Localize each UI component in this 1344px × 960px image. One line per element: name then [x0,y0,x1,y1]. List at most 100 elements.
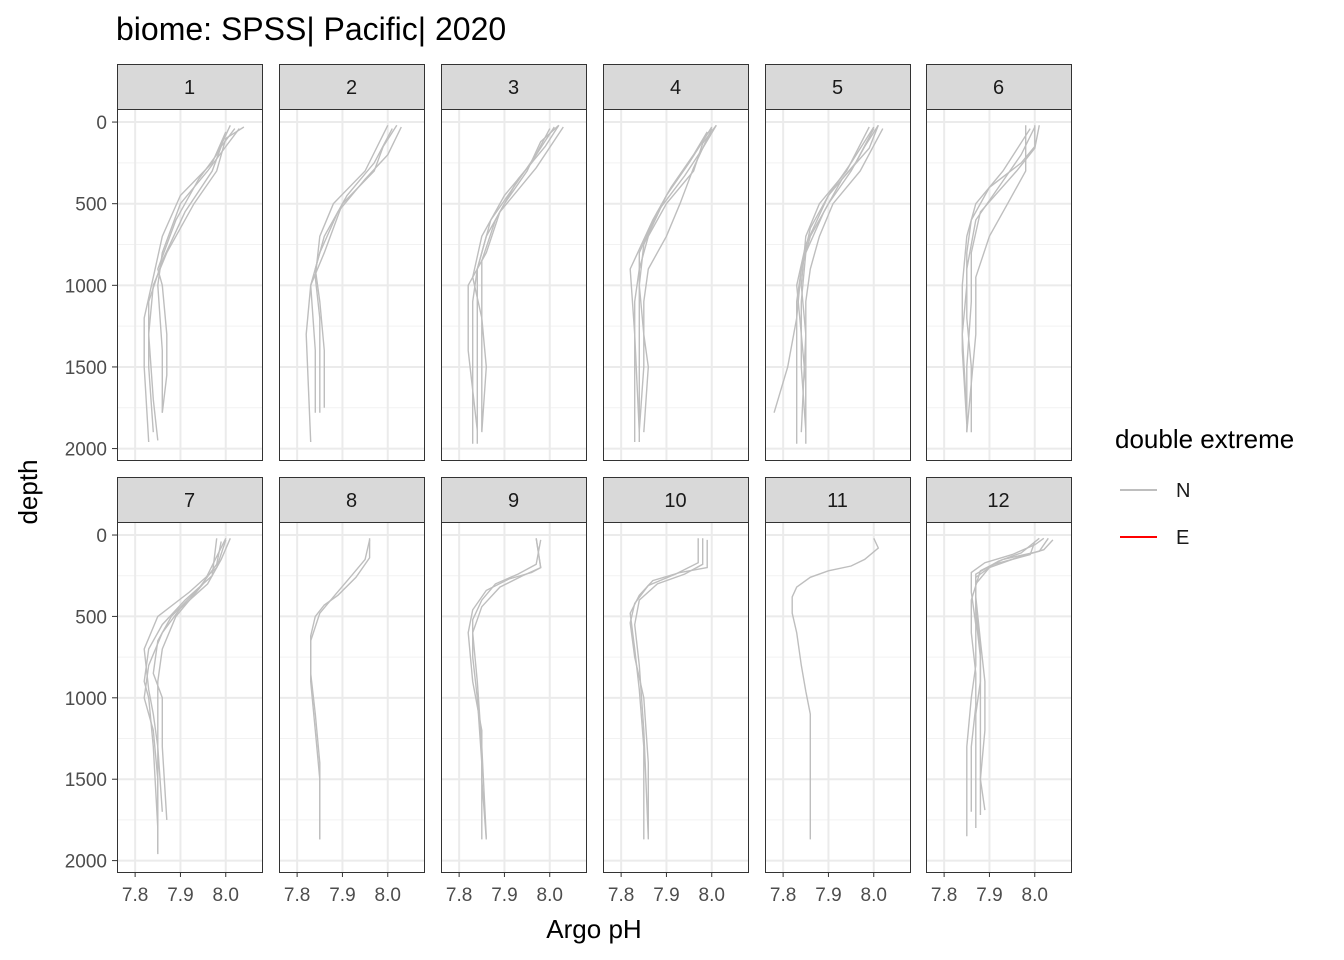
facet-strip [117,477,263,523]
facet-panel-11: 11 [765,477,911,873]
y-tick-label: 500 [75,607,107,628]
profile-line [305,124,398,443]
profile-line [638,124,717,442]
panel-border [926,109,1072,461]
profile-line [467,126,564,431]
x-tick-label: 8.0 [213,885,239,906]
panel-border [603,109,749,461]
profile-line [638,128,713,431]
y-axis: 0 500 1000 1500 2000 0 500 1000 1500 2000 [65,113,117,873]
panel-border [441,522,587,873]
facet-strip-label: 7 [184,490,195,512]
facet-strip [926,477,1072,523]
x-tick-label: 7.8 [122,885,148,906]
profile-line [152,541,222,820]
y-tick-label: 2000 [65,852,107,873]
profile-line [970,537,1049,812]
chart-title: biome: SPSS| Pacific| 2020 [116,11,506,47]
profile-line [638,126,713,433]
profile-line [791,538,880,840]
profile-line [471,538,542,838]
profile-line [800,125,879,431]
x-tick-label: 7.8 [446,885,472,906]
facet-panel-7: 7 [117,477,263,873]
y-tick-label: 0 [96,526,107,547]
x-tick-label: 7.9 [976,885,1002,906]
panel-border [926,522,1072,873]
x-tick-label: 8.0 [861,885,887,906]
facet-strip [603,64,749,110]
facet-strip-label: 3 [508,77,519,99]
panel-border [603,522,749,873]
x-tick-label: 7.9 [167,885,193,906]
x-tick-label: 8.0 [537,885,563,906]
x-tick-label: 8.0 [375,885,401,906]
x-tick-label: 7.8 [608,885,634,906]
profile-line [629,131,708,433]
profile-line [966,126,1036,433]
facet-panel-4: 4 [603,64,749,461]
facet-strip-label: 12 [987,490,1009,512]
profile-line [961,128,1031,425]
panel-border [765,109,911,461]
profile-line [143,131,227,443]
facet-panel-10: 10 [603,477,749,873]
x-axis: 7.8 7.9 8.0 7.8 7.9 8.0 7.8 7.9 8.0 7.8 7.9 8.0 7.8 7… [122,872,1048,906]
facet-strip [279,64,425,110]
profile-line [975,541,1036,811]
profile-line [310,538,371,840]
y-axis-title: depth [13,459,43,524]
profile-line [309,126,402,413]
profile-line [310,539,371,840]
legend: double extreme N E [1115,424,1294,549]
profile-line [800,126,870,433]
x-tick-label: 7.9 [329,885,355,906]
profile-line [773,128,875,413]
profile-line [157,537,227,853]
profile-line [157,128,240,413]
profile-line [314,124,389,413]
facet-panel-8: 8 [279,477,425,873]
profile-line [147,128,236,433]
facet-panel-3: 3 [441,64,587,461]
facet-strip [765,64,911,110]
facet-strip-label: 8 [346,490,357,512]
profile-line [805,128,884,433]
facet-strip [117,64,263,110]
y-tick-label: 500 [75,195,107,216]
x-tick-label: 7.9 [653,885,679,906]
y-tick-label: 2000 [65,440,107,461]
profile-line [633,538,704,838]
facet-strip-label: 1 [184,77,195,99]
x-tick-label: 8.0 [1022,885,1048,906]
facet-panels: 1 2 3 4 5 67 8 9 10 11 12 [117,64,1072,873]
facet-strip-label: 4 [670,77,681,99]
x-tick-label: 7.8 [770,885,796,906]
profile-line [629,539,708,840]
facet-strip-label: 6 [993,77,1004,99]
profile-line [143,538,231,855]
facet-panel-12: 12 [926,477,1072,873]
x-tick-label: 7.9 [815,885,841,906]
facet-panel-5: 5 [765,64,911,461]
profile-line [975,537,1040,815]
panel-border [117,522,263,873]
facet-strip [765,477,911,523]
facet-strip-label: 9 [508,490,519,512]
facet-panel-2: 2 [279,64,425,461]
x-tick-label: 8.0 [699,885,725,906]
profile-line [314,128,393,408]
y-tick-label: 1500 [65,358,107,379]
legend-label-e: E [1176,527,1189,549]
facet-strip [441,64,587,110]
x-tick-label: 7.9 [491,885,517,906]
y-tick-label: 0 [96,113,107,134]
facet-strip-label: 5 [832,77,843,99]
facet-strip-label: 11 [827,490,848,512]
x-tick-label: 7.8 [284,885,310,906]
panel-border [279,109,425,461]
panel-border [117,109,263,461]
profile-line [966,125,1040,433]
profile-line [966,125,1027,433]
